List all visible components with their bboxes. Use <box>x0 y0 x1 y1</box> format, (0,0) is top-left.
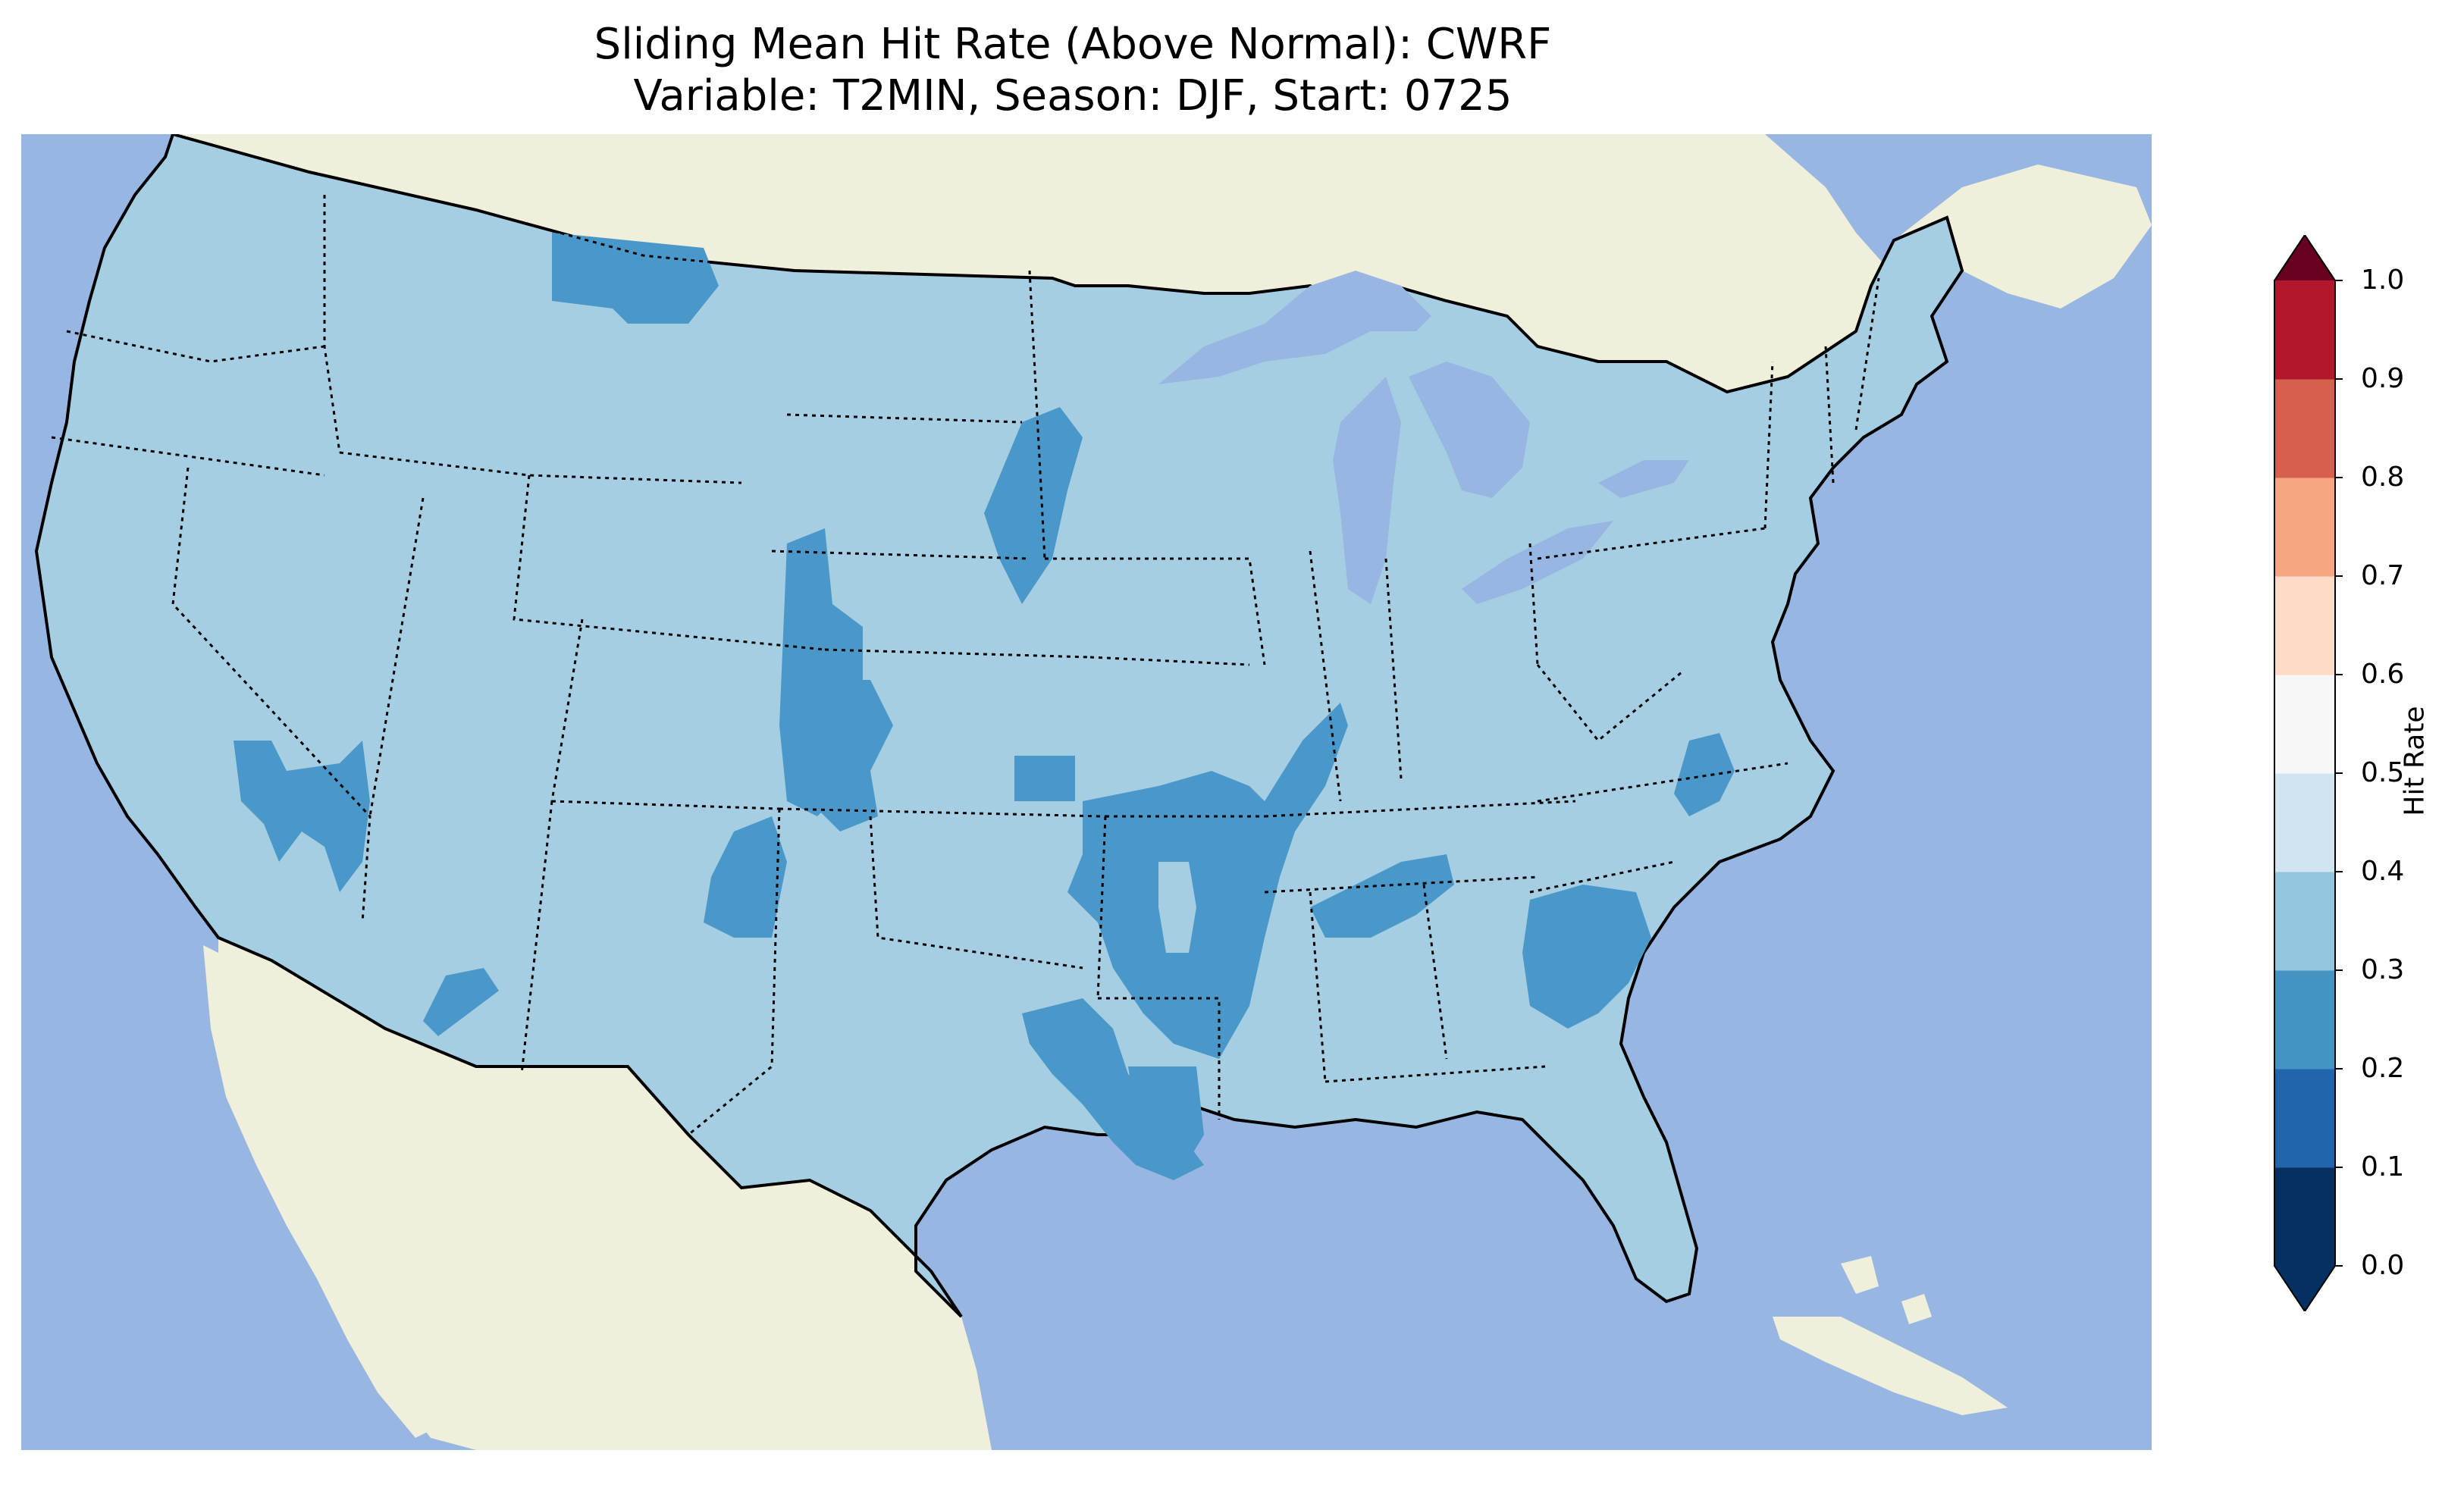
border-wv-va <box>1536 664 1682 743</box>
colorbar-extend-max <box>2274 235 2335 280</box>
state-borders <box>51 134 1880 1136</box>
arkansas-light-patch <box>1158 862 1196 953</box>
colorbar-tick-label: 0.6 <box>2361 659 2405 690</box>
region-central-kansas <box>1014 756 1075 801</box>
colorbar <box>2274 235 2343 1311</box>
border-mn-wi <box>1028 270 1046 559</box>
border-ne-ks <box>824 648 1091 659</box>
colorbar-segment <box>2274 576 2335 675</box>
border-ut-co <box>550 619 584 802</box>
conus-map <box>21 134 2152 1450</box>
colorbar-tick-label: 0.1 <box>2361 1151 2405 1182</box>
border-sd-ne <box>771 550 1030 560</box>
maritimes-land <box>1894 164 2152 309</box>
region-louisiana-delta <box>1128 1066 1204 1173</box>
map-subtitle: Variable: T2MIN, Season: DJF, Start: 072… <box>633 71 1513 121</box>
region-colorado-kansas-border <box>810 680 893 832</box>
border-ia <box>1045 557 1266 666</box>
colorbar-segment <box>2274 872 2335 971</box>
map-title: Sliding Mean Hit Rate (Above Normal): CW… <box>594 20 1552 69</box>
region-northeast-new-mexico <box>704 816 787 938</box>
border-mo-ia <box>1089 656 1250 666</box>
bahamas-land <box>1841 1256 1932 1324</box>
border-ok-tx <box>869 816 1083 969</box>
colorbar-tick-label: 0.0 <box>2361 1250 2405 1281</box>
border-va-nc <box>1537 762 1788 803</box>
colorbar-tick-label: 0.3 <box>2361 954 2405 985</box>
cuba-land <box>1773 1317 2008 1415</box>
border-id-west <box>323 195 341 453</box>
colorbar-tick-label: 0.5 <box>2361 757 2405 788</box>
region-south-carolina-georgia <box>1522 885 1651 1029</box>
colorbar-segment <box>2274 675 2335 774</box>
border-ca-nv <box>171 467 371 923</box>
lake-superior <box>1158 271 1431 384</box>
colorbar-extend-min <box>2274 1266 2335 1311</box>
border-nm-tx <box>688 808 781 1136</box>
colorbar-tick-label: 1.0 <box>2361 265 2405 296</box>
border-ok-ar <box>1096 816 1107 999</box>
border-in-oh <box>1384 558 1403 779</box>
lake-michigan <box>1333 377 1401 604</box>
colorbar-segment <box>2274 1167 2335 1267</box>
border-ms-al <box>1309 891 1327 1082</box>
region-eastern-north-carolina <box>1674 733 1735 816</box>
colorbar-segment <box>2274 1069 2335 1168</box>
colorbar-tick-label: 0.8 <box>2361 462 2405 493</box>
canada-land <box>173 134 1917 392</box>
region-alabama-tennessee <box>1310 854 1454 938</box>
region-northern-montana <box>552 233 719 324</box>
border-ky-tn <box>1264 800 1576 818</box>
region-western-arizona <box>423 968 499 1036</box>
colorbar-segment <box>2274 478 2335 577</box>
border-nv-ut <box>368 497 425 817</box>
colorbar-tick-label: 0.9 <box>2361 363 2405 394</box>
border-tn-al-ms <box>1264 875 1538 894</box>
colorbar-tick-label: 0.2 <box>2361 1053 2405 1084</box>
colorbar-label: Hit Rate <box>2399 706 2431 816</box>
colorbar-segment <box>2274 280 2335 380</box>
border-nd-sd <box>786 413 1023 424</box>
border-ar-la <box>1098 997 1221 1120</box>
lake-huron <box>1409 362 1530 498</box>
border-il-in <box>1309 550 1342 802</box>
border-oh-pa <box>1528 543 1539 666</box>
colorbar-segment <box>2274 773 2335 872</box>
lake-ontario <box>1598 460 1689 498</box>
colorbar-tick-label: 0.4 <box>2361 856 2405 887</box>
border-new-england <box>1763 277 1880 529</box>
border-ga-fl <box>1324 1065 1546 1083</box>
baja-california <box>203 945 446 1438</box>
border-wy-co <box>513 475 826 651</box>
border-us-canada <box>172 134 1053 280</box>
colorbar-segment <box>2274 970 2335 1070</box>
mexico-land <box>218 938 992 1450</box>
colorbar-tick-label: 0.7 <box>2361 560 2405 591</box>
lake-erie <box>1462 521 1613 604</box>
border-az-nm <box>520 800 553 1075</box>
colorbar-segment <box>2274 379 2335 478</box>
region-missouri-arkansas <box>1067 703 1348 1059</box>
region-eastern-south-dakota <box>984 407 1083 604</box>
